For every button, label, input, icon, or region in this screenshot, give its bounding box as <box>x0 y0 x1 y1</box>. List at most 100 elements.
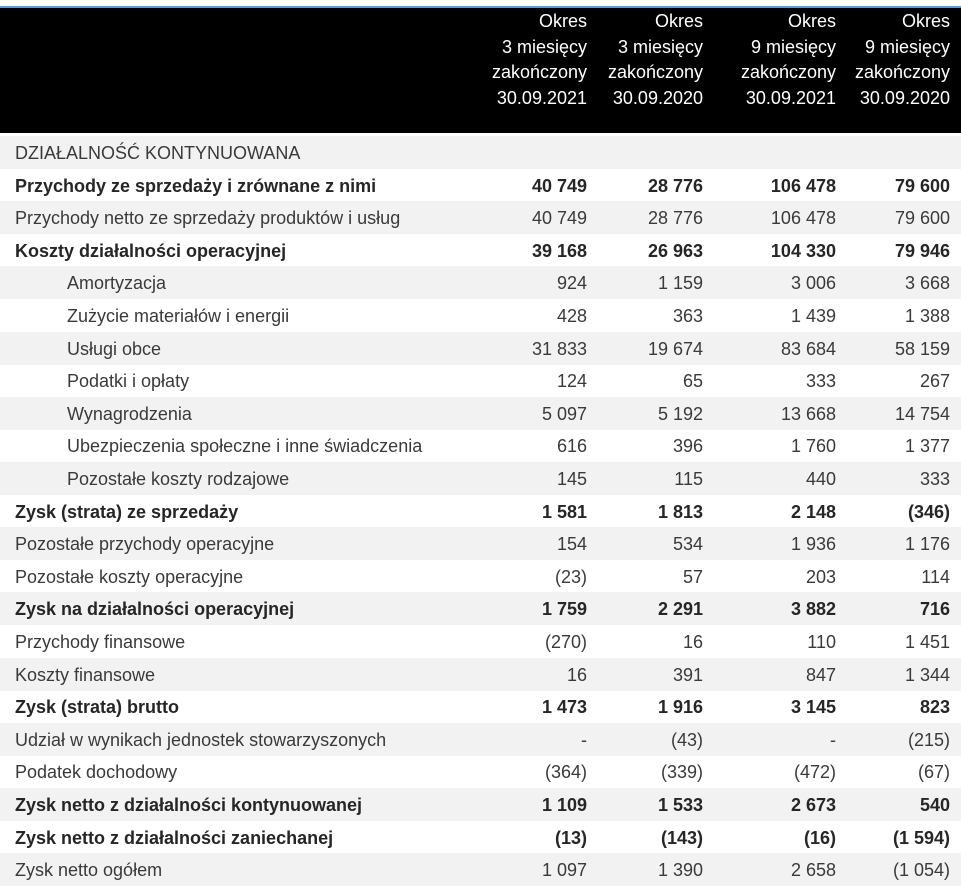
cell-value: 1 439 <box>790 306 836 326</box>
cell-value: 13 668 <box>780 403 836 424</box>
cell-value: (67) <box>917 762 950 783</box>
table-row: Przychody netto ze sprzedaży produktów i… <box>0 201 961 235</box>
row-label: Pozostałe przychody operacyjne <box>15 534 275 555</box>
cell-value: 847 <box>805 664 836 685</box>
table-row: Zysk netto z działalności kontynuowanej 1… <box>0 788 961 821</box>
table-row: Pozostałe przychody operacyjne 154 534 1 93… <box>0 527 961 561</box>
table-row: Ubezpieczenia społeczne i inne świadczen… <box>0 429 961 462</box>
cell-value: (472) <box>793 762 836 783</box>
column-header: 30.09.2020 <box>859 87 950 108</box>
column-header: 30.09.2021 <box>496 87 587 108</box>
cell-value: 333 <box>919 469 950 489</box>
row-label: Zysk netto ogółem <box>15 860 163 881</box>
row-label: Usługi obce <box>67 338 162 359</box>
row-label: Koszty działalności operacyjnej <box>15 240 287 261</box>
table-row: Podatek dochodowy (364) (339) (472) (67) <box>0 755 961 788</box>
cell-value: 1 109 <box>541 795 587 815</box>
table-row: Zysk netto ogółem 1 097 1 390 2 658 (1 054) <box>0 853 961 887</box>
table-row: Zysk (strata) ze sprzedaży 1 581 1 813 2 14… <box>0 495 961 528</box>
cell-value: 1 916 <box>657 697 703 718</box>
cell-value: 616 <box>556 436 587 457</box>
cell-value: 333 <box>805 371 836 392</box>
cell-value: 83 684 <box>780 338 836 359</box>
cell-value: 1 759 <box>541 599 587 620</box>
table-row: Wynagrodzenia 5 097 5 192 13 668 14 754 <box>0 396 961 430</box>
cell-value: 1 581 <box>541 501 587 522</box>
table-row: Zysk netto z działalności zaniechanej (13… <box>0 821 961 854</box>
cell-value: 267 <box>919 371 950 392</box>
table-header <box>0 6 961 133</box>
cell-value: (13) <box>554 827 587 848</box>
cell-value: 823 <box>919 697 950 718</box>
table-row: Pozostałe koszty rodzajowe 145 115 440 333 <box>0 462 961 495</box>
table-row: Koszty finansowe 16 391 847 1 344 <box>0 657 961 691</box>
cell-value: (364) <box>544 762 587 783</box>
cell-value: 1 097 <box>541 860 587 881</box>
cell-value: 1 473 <box>541 697 587 718</box>
cell-value: - <box>581 729 587 750</box>
cell-value: 1 344 <box>904 664 950 685</box>
column-header: Okres <box>787 11 836 31</box>
row-label: Przychody ze sprzedaży i zrównane z nimi <box>15 175 377 196</box>
table-row: Amortyzacja 924 1 159 3 006 3 668 <box>0 266 961 300</box>
cell-value: - <box>830 729 836 750</box>
row-label: Udział w wynikach jednostek stowarzyszon… <box>15 729 387 750</box>
cell-value: 716 <box>919 599 950 620</box>
cell-value: 203 <box>805 566 836 587</box>
cell-value: 540 <box>919 795 950 815</box>
cell-value: 79 600 <box>894 175 950 196</box>
column-header: 3 miesięcy <box>501 36 587 57</box>
row-label: Przychody finansowe <box>15 632 186 652</box>
cell-value: 3 145 <box>790 697 836 718</box>
cell-value: 1 760 <box>790 436 836 457</box>
cell-value: 924 <box>556 273 587 294</box>
cell-value: 2 673 <box>790 795 836 815</box>
cell-value: 1 936 <box>790 534 836 555</box>
table-row: Zysk (strata) brutto 1 473 1 916 3 145 823 <box>0 690 961 723</box>
cell-value: 14 754 <box>894 403 950 424</box>
cell-value: 1 390 <box>657 860 703 881</box>
cell-value: 65 <box>682 371 703 392</box>
column-header: zakończony <box>740 62 836 82</box>
column-header: zakończony <box>491 62 587 82</box>
cell-value: 57 <box>682 566 703 587</box>
row-label: Pozostałe koszty rodzajowe <box>67 469 290 489</box>
column-header: 3 miesięcy <box>617 36 703 57</box>
cell-value: (270) <box>544 632 587 652</box>
row-label: Zużycie materiałów i energii <box>67 306 290 326</box>
cell-value: 363 <box>672 306 703 326</box>
cell-value: 104 330 <box>770 240 836 261</box>
cell-value: 16 <box>566 664 587 685</box>
column-header: Okres <box>901 11 950 31</box>
cell-value: (143) <box>660 827 703 848</box>
cell-value: (215) <box>907 729 950 750</box>
cell-value: 1 533 <box>657 795 703 815</box>
table-row: Przychody finansowe (270) 16 110 1 451 <box>0 625 961 658</box>
cell-value: 1 176 <box>904 534 950 555</box>
cell-value: 1 813 <box>657 501 703 522</box>
cell-value: 145 <box>556 469 587 489</box>
cell-value: 19 674 <box>647 338 703 359</box>
cell-value: (16) <box>803 827 836 848</box>
column-header: 30.09.2021 <box>745 87 836 108</box>
table-row: Podatki i opłaty 124 65 333 267 <box>0 364 961 397</box>
table-row: DZIAŁALNOŚĆ KONTYNUOWANA <box>0 136 961 169</box>
cell-value: 124 <box>556 371 587 392</box>
cell-value: 154 <box>556 534 587 555</box>
cell-value: 1 377 <box>904 436 950 457</box>
table-row: Przychody ze sprzedaży i zrównane z nimi… <box>0 169 961 202</box>
cell-value: 428 <box>556 306 587 326</box>
cell-value: 3 668 <box>904 273 950 294</box>
table-row: Koszty działalności operacyjnej 39 168 26 … <box>0 234 961 267</box>
cell-value: 1 159 <box>657 273 703 294</box>
cell-value: 31 833 <box>531 338 587 359</box>
row-label: Zysk netto z działalności zaniechanej <box>15 827 334 848</box>
cell-value: (23) <box>554 566 587 587</box>
cell-value: 5 097 <box>541 403 587 424</box>
cell-value: (1 054) <box>892 860 950 881</box>
cell-value: 1 451 <box>904 632 950 652</box>
cell-value: (1 594) <box>892 827 950 848</box>
cell-value: 79 600 <box>894 208 950 229</box>
cell-value: 115 <box>674 469 703 489</box>
table-row: Pozostałe koszty operacyjne (23) 57 203 114 <box>0 560 961 593</box>
